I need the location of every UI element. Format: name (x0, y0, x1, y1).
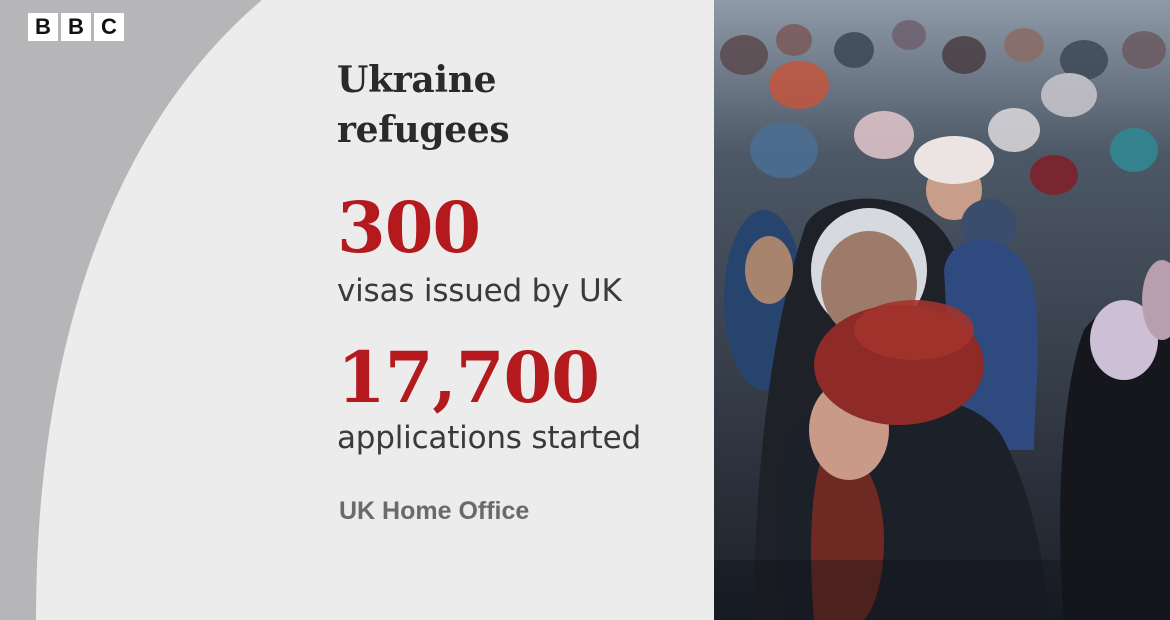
headline-line2: refugees (337, 109, 510, 151)
source-credit: UK Home Office (339, 497, 530, 525)
headline: Ukraine refugees (337, 55, 510, 155)
visas-issued-value: 300 (337, 186, 481, 269)
logo-letter-b2: B (61, 13, 91, 41)
applications-started-value: 17,700 (337, 336, 600, 419)
bbc-logo: B B C (28, 13, 124, 41)
headline-line1: Ukraine (337, 59, 497, 101)
visas-issued-label: visas issued by UK (337, 273, 622, 309)
crowd-illustration (714, 0, 1170, 620)
logo-letter-b1: B (28, 13, 58, 41)
graphic-panel (36, 0, 714, 620)
logo-letter-c: C (94, 13, 124, 41)
applications-started-label: applications started (337, 420, 641, 456)
curved-background (36, 0, 714, 620)
crowd-of-refugees-photo (714, 0, 1170, 620)
